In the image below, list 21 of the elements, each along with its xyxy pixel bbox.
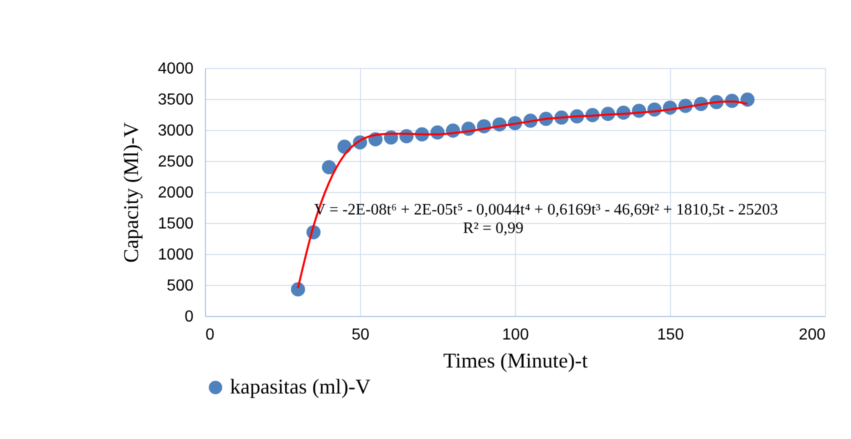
- y-tick-label: 2000: [158, 184, 194, 202]
- y-tick-label: 3500: [158, 92, 194, 108]
- y-axis-title: Capacity (Ml)-V: [118, 122, 143, 263]
- x-tick-label: 150: [657, 326, 684, 344]
- y-tick-label: 1000: [158, 246, 194, 264]
- x-tick-label: 0: [206, 326, 214, 344]
- x-tick-label: 50: [352, 326, 370, 344]
- x-tick-label: 200: [798, 326, 826, 344]
- annotation: R² = 0,99: [463, 220, 524, 237]
- y-tick-label: 0: [184, 308, 194, 326]
- point: [322, 160, 336, 174]
- x-axis-title: Times (Minute)-t: [443, 348, 588, 372]
- point: [740, 92, 755, 107]
- legend-label: kapasitas (ml)-V: [230, 374, 371, 398]
- y-tick-label: 2500: [158, 154, 194, 170]
- y-tick-label: 1500: [158, 216, 194, 232]
- y-tick-label: 4000: [158, 60, 194, 78]
- x-tick-label: 100: [502, 326, 529, 344]
- point: [290, 282, 306, 296]
- y-tick-label: 500: [166, 278, 194, 294]
- y-tick-label: 3000: [158, 122, 194, 140]
